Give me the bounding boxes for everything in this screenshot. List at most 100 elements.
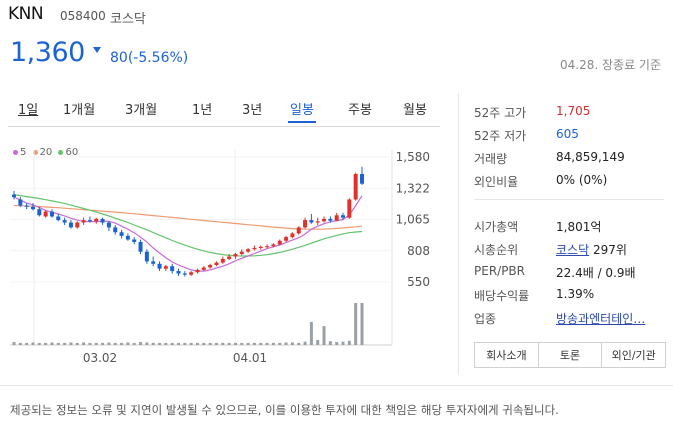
company-info-button[interactable]: 회사소개 xyxy=(475,343,539,367)
candle-body xyxy=(163,266,168,269)
candle-body xyxy=(113,227,118,233)
candle-body xyxy=(284,237,289,241)
legend-ma5: 5 xyxy=(20,147,27,158)
candle-body xyxy=(347,199,352,218)
stats-divider xyxy=(474,199,664,200)
tab-monthly[interactable]: 월봉 xyxy=(403,103,427,118)
candle-body xyxy=(258,246,263,249)
candle-body xyxy=(214,262,219,266)
stat-value: 297위 xyxy=(592,243,627,257)
stat-label: 배당수익률 xyxy=(474,289,530,303)
candle-body xyxy=(106,222,111,228)
candle-body xyxy=(182,273,187,275)
volume-bar xyxy=(202,342,206,345)
x-tick-label: 04.01 xyxy=(233,351,267,365)
legend-ma60: 60 xyxy=(65,147,79,158)
ma60-line xyxy=(13,194,363,257)
volume-bar xyxy=(284,342,288,345)
volume-bar xyxy=(75,342,79,345)
volume-bar xyxy=(335,342,339,345)
candle-body xyxy=(68,222,73,228)
volume-bar xyxy=(328,341,332,345)
stat-label: PER/PBR xyxy=(474,264,526,278)
stat-row-52w-low: 52주 저가 605 xyxy=(474,127,579,144)
stat-value: 605 xyxy=(556,127,579,141)
volume-bar xyxy=(56,342,60,345)
candle-body xyxy=(157,263,162,269)
volume-bar xyxy=(290,342,294,345)
volume-bar xyxy=(18,342,22,345)
tab-daily[interactable]: 일봉 xyxy=(288,99,316,123)
ma5-line xyxy=(13,195,363,272)
volume-bar xyxy=(120,342,124,345)
market-link[interactable]: 코스닥 xyxy=(556,243,590,257)
candle-body xyxy=(56,216,61,221)
info-button-bar: 회사소개 토론 외인/기관 xyxy=(474,342,666,368)
y-tick-label: 550 xyxy=(407,275,430,289)
y-tick-label: 1,065 xyxy=(396,213,430,227)
volume-bar xyxy=(177,342,181,345)
tab-3year[interactable]: 3년 xyxy=(242,103,263,118)
volume-bar xyxy=(252,342,256,345)
candle-body xyxy=(208,265,213,268)
volume-bar xyxy=(227,342,231,345)
y-tick-label: 808 xyxy=(407,244,430,258)
column-divider xyxy=(458,93,459,375)
candle-body xyxy=(271,244,276,247)
footer-divider xyxy=(0,385,673,386)
volume-bar xyxy=(360,303,364,345)
industry-link[interactable]: 방송과엔터테인… xyxy=(556,312,646,326)
tab-1month[interactable]: 1개월 xyxy=(63,103,96,118)
discussion-button[interactable]: 토론 xyxy=(539,343,603,367)
candle-body xyxy=(151,261,156,264)
volume-bar xyxy=(145,342,149,345)
volume-bar xyxy=(50,342,54,345)
tab-1day[interactable]: 1일 xyxy=(18,103,39,118)
candle-body xyxy=(290,233,295,238)
period-tabs: 1일 1개월 3개월 1년 3년 일봉 주봉 월봉 xyxy=(8,96,440,127)
stat-label: 시총순위 xyxy=(474,243,519,257)
volume-bar xyxy=(69,342,73,345)
candle-body xyxy=(18,199,23,206)
quote-date: 04.28. 장종료 기준 xyxy=(560,58,661,72)
volume-bar xyxy=(297,342,301,345)
ma20-line xyxy=(13,204,363,230)
tab-3month[interactable]: 3개월 xyxy=(125,103,158,118)
price-chart[interactable]: 1,580 1,322 1,065 808 550 03.02 04.01 xyxy=(0,140,458,380)
stat-label: 시가총액 xyxy=(474,220,519,234)
tab-weekly[interactable]: 주봉 xyxy=(348,103,372,118)
stat-label: 업종 xyxy=(474,312,497,326)
candle-body xyxy=(176,271,181,274)
volume-bar xyxy=(309,321,313,345)
foreign-institution-button[interactable]: 외인/기관 xyxy=(611,349,656,362)
volume-bar xyxy=(208,342,212,345)
candle-body xyxy=(353,173,358,200)
y-tick-label: 1,322 xyxy=(396,181,430,195)
volume-bar xyxy=(63,342,67,345)
candle-body xyxy=(360,173,364,184)
down-arrow-icon xyxy=(93,47,101,53)
candle-body xyxy=(246,249,251,252)
stat-label: 52주 고가 xyxy=(474,106,527,120)
candle-body xyxy=(296,227,301,234)
volume-bar xyxy=(347,340,351,345)
stat-row-market-cap: 시가총액 1,801억 xyxy=(474,218,601,235)
candle-body xyxy=(239,251,244,255)
stat-value: 22.4배 / 0.9배 xyxy=(556,266,636,280)
volume-bar xyxy=(240,342,244,345)
volume-bar xyxy=(94,342,98,345)
volume-bar xyxy=(126,342,130,345)
stat-row-foreign-ratio: 외인비율 0% (0%) xyxy=(474,173,607,190)
volume-bar xyxy=(259,342,263,345)
volume-bar xyxy=(322,326,326,345)
volume-bar xyxy=(221,342,225,345)
stat-label: 52주 저가 xyxy=(474,129,527,143)
volume-bar xyxy=(101,342,105,345)
ma5-dot-icon xyxy=(13,149,18,155)
price-change: 80(-5.56%) xyxy=(110,50,189,66)
candle-body xyxy=(252,248,257,250)
stock-code: 058400 xyxy=(60,9,106,23)
volume-bar xyxy=(265,342,269,345)
volume-bar xyxy=(88,342,92,345)
tab-1year[interactable]: 1년 xyxy=(192,103,213,118)
